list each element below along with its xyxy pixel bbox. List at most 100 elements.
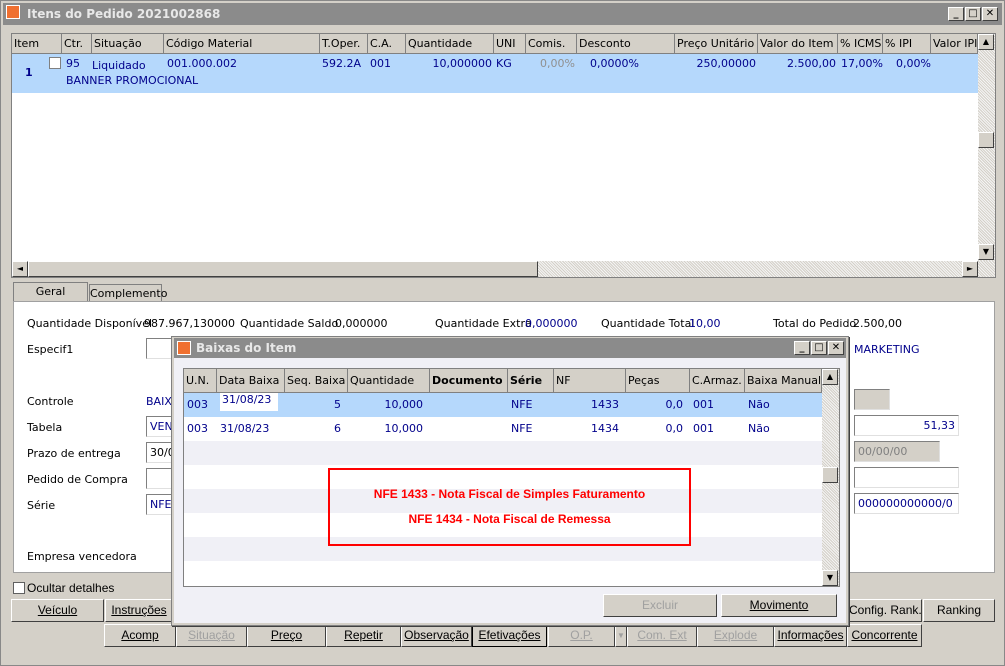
qtd-total-label: Quantidade Total — [601, 317, 695, 330]
descricao: BANNER PROMOCIONAL — [66, 74, 199, 87]
cell-u-n-: 003 — [187, 422, 208, 435]
scroll-right-icon[interactable]: ► — [962, 261, 978, 277]
qtd-disp-value: 987.967,130000 — [144, 317, 235, 330]
excluir-button[interactable]: Excluir — [603, 594, 717, 617]
movimento-button[interactable]: Movimento — [721, 594, 837, 617]
dialog-scroll-down-icon[interactable]: ▼ — [822, 570, 838, 586]
column-header[interactable]: Série — [508, 369, 554, 393]
column-header[interactable]: Código Material — [164, 34, 320, 54]
tab-geral[interactable]: Geral — [13, 282, 88, 302]
ocultar-checkbox[interactable] — [13, 582, 25, 594]
total-value: 2.500,00 — [853, 317, 902, 330]
explode-button[interactable]: Explode — [697, 624, 774, 647]
especif-label: Especif1 — [27, 343, 74, 356]
ca: 001 — [370, 57, 391, 70]
column-header[interactable]: Quantidade — [406, 34, 494, 54]
column-header[interactable]: NF — [554, 369, 626, 393]
tab-complemento[interactable]: Complemento — [89, 284, 167, 302]
op-dropdown-icon[interactable]: ▼ — [615, 624, 627, 647]
total-label: Total do Pedido — [773, 317, 857, 330]
dialog-scroll-up-icon[interactable]: ▲ — [822, 369, 838, 385]
com-ext-button[interactable]: Com. Ext — [627, 624, 697, 647]
baixas-dialog: Baixas do Item _ □ ✕ U.N. Data Baixa Seq. … — [171, 336, 849, 626]
close-button[interactable]: ✕ — [982, 7, 998, 21]
cell-baixa-manual: Não — [748, 422, 770, 435]
desconto: 0,0000% — [590, 57, 639, 70]
o-p--button[interactable]: O.P. — [548, 624, 615, 647]
column-header[interactable]: Valor do Item — [758, 34, 838, 54]
codigo-material: 001.000.002 — [167, 57, 237, 70]
scroll-left-icon[interactable]: ◄ — [12, 261, 28, 277]
column-header[interactable]: Data Baixa — [217, 369, 285, 393]
scroll-up-icon[interactable]: ▲ — [978, 34, 994, 50]
qtd-saldo-label: Quantidade Saldo — [240, 317, 339, 330]
right-value-input[interactable]: 51,33 — [854, 415, 959, 436]
concorrente-button[interactable]: Concorrente — [847, 624, 922, 647]
minimize-button[interactable]: _ — [948, 7, 964, 21]
cell-seq-baixa: 6 — [334, 422, 341, 435]
efetiva-es-button[interactable]: Efetivações — [472, 624, 547, 647]
baixas-grid: U.N. Data Baixa Seq. Baixa Quantidade Docume… — [183, 368, 840, 587]
dialog-title: Baixas do Item — [196, 341, 297, 355]
empty-row — [184, 561, 822, 585]
h-scroll-thumb[interactable] — [28, 261, 538, 277]
dialog-maximize-button[interactable]: □ — [811, 341, 827, 355]
repetir-button[interactable]: Repetir — [326, 624, 401, 647]
acomp-button[interactable]: Acomp — [104, 624, 176, 647]
empresa-label: Empresa vencedora — [27, 550, 137, 563]
column-header[interactable]: Seq. Baixa — [285, 369, 348, 393]
horizontal-scrollbar[interactable]: ◄ ► — [12, 261, 995, 277]
tabela-label: Tabela — [27, 421, 63, 434]
column-header[interactable]: Desconto — [577, 34, 675, 54]
column-header[interactable]: Item — [12, 34, 62, 54]
scroll-down-icon[interactable]: ▼ — [978, 244, 994, 260]
app-icon — [6, 5, 20, 19]
instrucoes-button[interactable]: Instruções — [105, 599, 173, 622]
right-disabled-field — [854, 389, 890, 410]
scroll-thumb[interactable] — [978, 132, 994, 148]
column-header[interactable]: C.A. — [368, 34, 406, 54]
column-header[interactable]: % ICMS — [838, 34, 883, 54]
column-header[interactable]: Peças — [626, 369, 690, 393]
column-header[interactable]: Situação — [92, 34, 164, 54]
right-code-input[interactable]: 000000000000/0 — [854, 493, 959, 514]
serie-input[interactable]: NFE — [146, 494, 176, 515]
dialog-minimize-button[interactable]: _ — [794, 341, 810, 355]
column-header[interactable]: Valor IPI — [931, 34, 978, 54]
column-header[interactable]: Quantidade — [348, 369, 430, 393]
ranking-button[interactable]: Ranking — [923, 599, 995, 622]
column-header[interactable]: Documento — [430, 369, 508, 393]
valor-item: 2.500,00 — [787, 57, 836, 70]
veiculo-button[interactable]: Veículo — [11, 599, 104, 622]
informa-es-button[interactable]: Informações — [774, 624, 847, 647]
dialog-scroll-thumb[interactable] — [822, 467, 838, 483]
column-header[interactable]: T.Oper. — [320, 34, 368, 54]
pedido-label: Pedido de Compra — [27, 473, 128, 486]
dialog-scrollbar[interactable]: ▲ ▼ — [822, 369, 839, 586]
qtd-extra-label: Quantidade Extra — [435, 317, 532, 330]
table-row[interactable]: 1 95 Liquidado 001.000.002 BANNER PROMOC… — [12, 54, 978, 93]
dialog-close-button[interactable]: ✕ — [828, 341, 844, 355]
cell-s-rie: NFE — [511, 422, 533, 435]
row-checkbox[interactable] — [49, 57, 61, 69]
table-row[interactable]: 003 31/08/23 5 10,000 NFE 1433 0,0 001 Não — [184, 393, 822, 417]
maximize-button[interactable]: □ — [965, 7, 981, 21]
column-header[interactable]: C.Armaz. — [690, 369, 745, 393]
cell-baixa-manual: Não — [748, 398, 770, 411]
column-header[interactable]: % IPI — [883, 34, 931, 54]
situa-o-button[interactable]: Situação — [176, 624, 247, 647]
column-header[interactable]: Preço Unitário — [675, 34, 758, 54]
pre-o-button[interactable]: Preço — [247, 624, 326, 647]
column-header[interactable]: U.N. — [184, 369, 217, 393]
table-row[interactable]: 003 31/08/23 6 10,000 NFE 1434 0,0 001 Não — [184, 417, 822, 441]
vertical-scrollbar[interactable]: ▲ ▼ — [978, 34, 995, 261]
column-header[interactable]: Baixa Manual — [745, 369, 822, 393]
right-empty-input[interactable] — [854, 467, 959, 488]
qtd-extra-value: 0,000000 — [525, 317, 578, 330]
column-header[interactable]: Comis. — [526, 34, 577, 54]
config-rank-button[interactable]: Config. Rank. — [848, 599, 922, 622]
column-header[interactable]: UNI — [494, 34, 526, 54]
column-header[interactable]: Ctr. — [62, 34, 92, 54]
observa-o-button[interactable]: Observação — [401, 624, 472, 647]
annotation-line-2: NFE 1434 - Nota Fiscal de Remessa — [408, 512, 611, 526]
